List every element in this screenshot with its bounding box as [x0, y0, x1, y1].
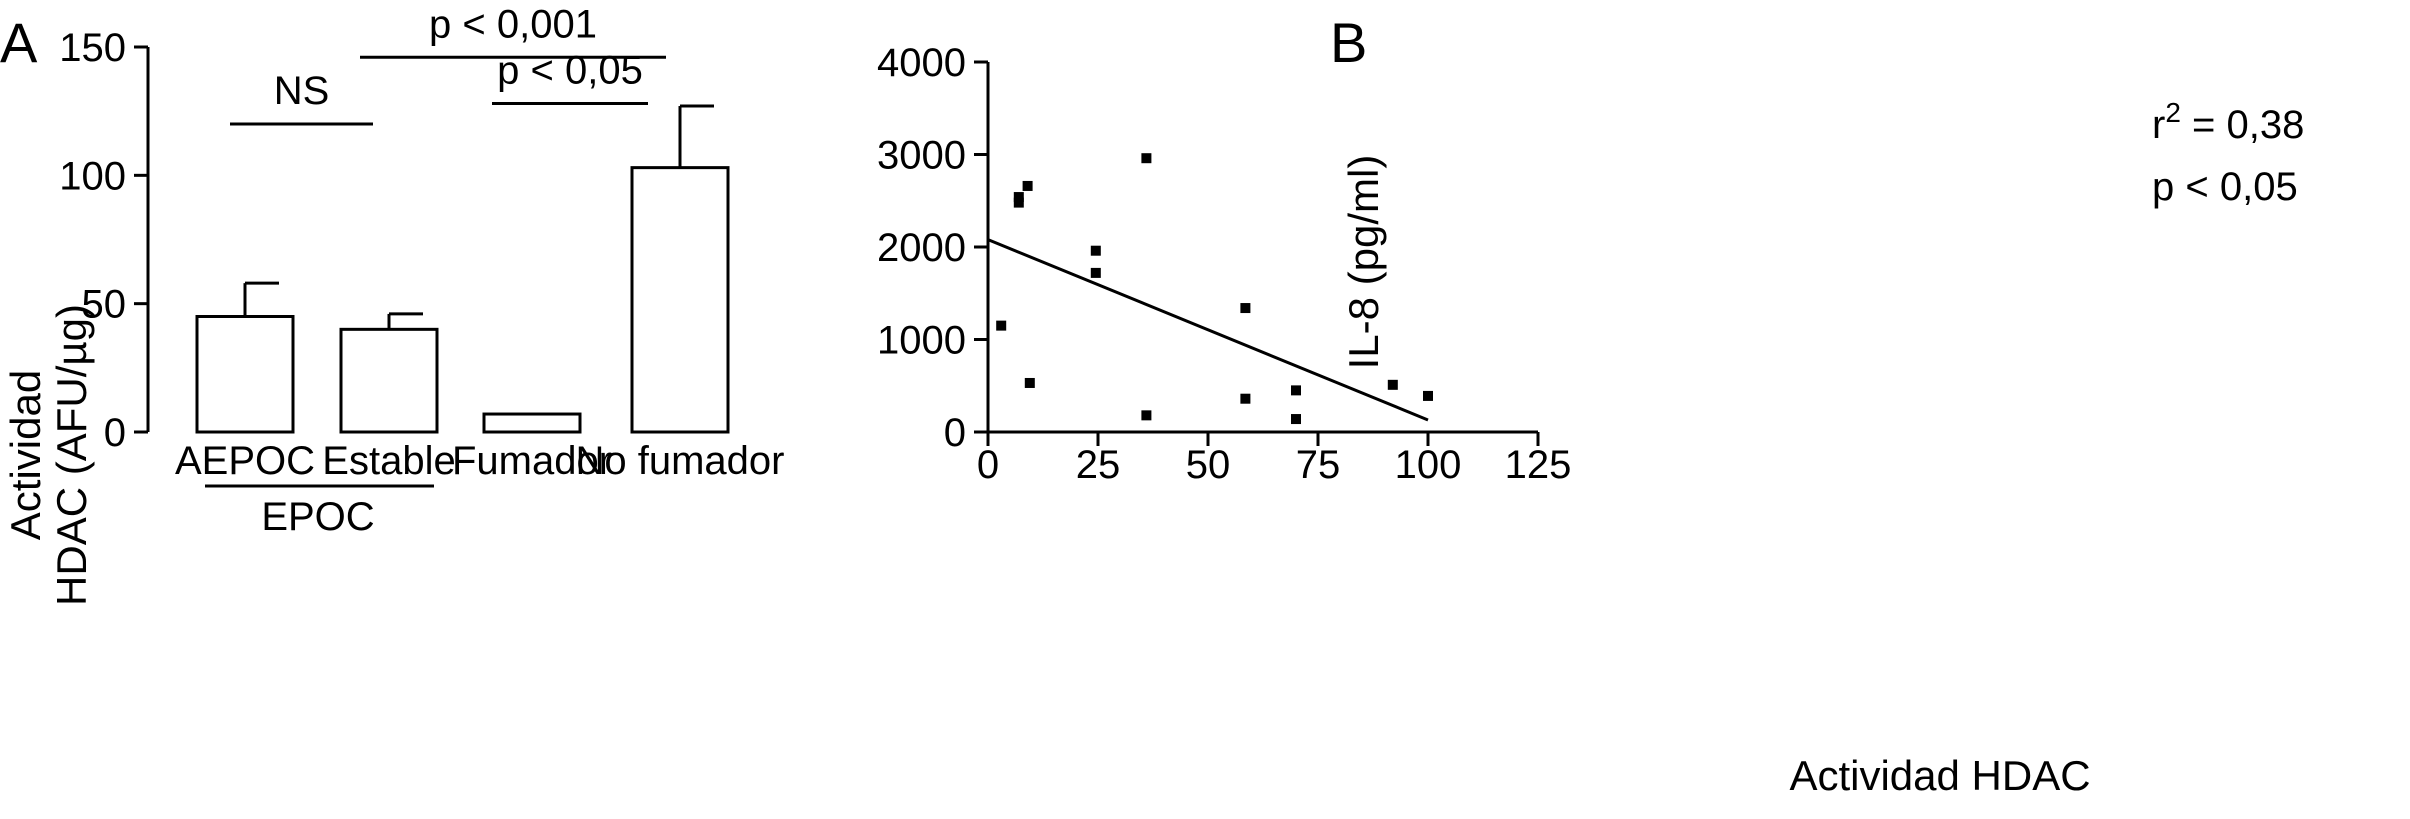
panel-b-letter: B [1330, 11, 1367, 74]
panel-a-bar [195, 315, 295, 434]
panel-a-y-tick-label: 100 [59, 154, 126, 198]
panel-b-point [1141, 410, 1152, 421]
panel-a-y-ticks: 0 50 100 150 [59, 26, 148, 455]
panel-a-bar-chart: A 0 50 100 150 Actividad HDAC (AFU/µg) AEPO… [0, 2, 784, 606]
panel-b-point [1291, 414, 1301, 425]
panel-a-x-tick-label: Estable [322, 439, 455, 483]
panel-b-y-ticks: 0 1000 2000 3000 4000 [877, 41, 988, 455]
panel-a-x-tick-label: AEPOC [175, 439, 315, 483]
panel-a-significance-label: p < 0,001 [429, 2, 597, 46]
panel-b-y-tick-label: 3000 [877, 134, 966, 178]
panel-a-x-tick-label: No fumador [576, 439, 785, 483]
panel-b-point [1291, 385, 1301, 396]
panel-b-point [1240, 393, 1251, 404]
r-value: = 0,38 [2181, 103, 2304, 147]
panel-b-point [996, 320, 1007, 331]
panel-a-letter: A [0, 11, 38, 74]
panel-a-x-tick-label: Fumador [452, 439, 612, 483]
panel-b-point [1240, 303, 1251, 314]
panel-b-point [1090, 245, 1101, 256]
panel-b-x-tick-label: 50 [1186, 443, 1231, 487]
panel-b-point [1423, 390, 1433, 401]
panel-a-error-bars [243, 104, 714, 330]
panel-b-points [996, 153, 1433, 425]
panel-b-x-ticks: 0 25 50 75 100 125 [977, 432, 1572, 487]
panel-a-bar [482, 412, 582, 434]
panel-a-y-tick-label: 150 [59, 26, 126, 70]
panel-b-y-tick-label: 0 [944, 411, 966, 455]
panel-b-r-squared: r2 = 0,38 [2152, 97, 2304, 147]
panel-a-y-axis-label-line-2: HDAC (AFU/µg) [48, 304, 95, 606]
panel-b-x-tick-label: 0 [977, 443, 999, 487]
panel-b-y-axis-label: IL-8 (pg/ml) [1340, 155, 1387, 370]
panel-a-bar [630, 166, 730, 434]
panel-a-group-label: EPOC [261, 495, 374, 539]
panel-a-bars [195, 166, 730, 434]
panel-b-x-tick-label: 75 [1296, 443, 1341, 487]
panel-b-x-tick-label: 125 [1505, 443, 1572, 487]
panel-b-x-tick-label: 25 [1076, 443, 1121, 487]
panel-b-y-tick-label: 4000 [877, 41, 966, 85]
r-superscript: 2 [2165, 97, 2181, 128]
panel-a-bar [339, 327, 439, 434]
panel-a-significance-label: p < 0,05 [497, 48, 643, 92]
panel-b-point [1013, 197, 1024, 208]
panel-b-point [1024, 377, 1035, 388]
panel-b-scatter-chart: B 0 1000 2000 3000 4000 0 25 50 75 100 125 IL-8 (… [877, 11, 2304, 799]
panel-a-y-axis-label-line-1: Actividad [2, 370, 49, 540]
panel-b-x-tick-label: 100 [1395, 443, 1462, 487]
panel-b-point [1141, 153, 1152, 164]
panel-b-point [1022, 180, 1033, 191]
panel-b-y-tick-label: 1000 [877, 319, 966, 363]
panel-b-p-value: p < 0,05 [2152, 165, 2298, 209]
panel-b-x-axis-label: Actividad HDAC [1789, 752, 2090, 799]
panel-a-significance-label: NS [274, 69, 330, 113]
panel-b-point [1013, 192, 1024, 203]
panel-b-y-tick-label: 2000 [877, 226, 966, 270]
panel-a-y-tick-label: 50 [82, 283, 127, 327]
r-symbol: r [2152, 103, 2165, 147]
panel-b-point [1387, 379, 1398, 390]
panel-b-trendline [987, 238, 1429, 422]
panel-a-y-tick-label: 0 [104, 411, 126, 455]
panel-b-point [1090, 267, 1101, 278]
